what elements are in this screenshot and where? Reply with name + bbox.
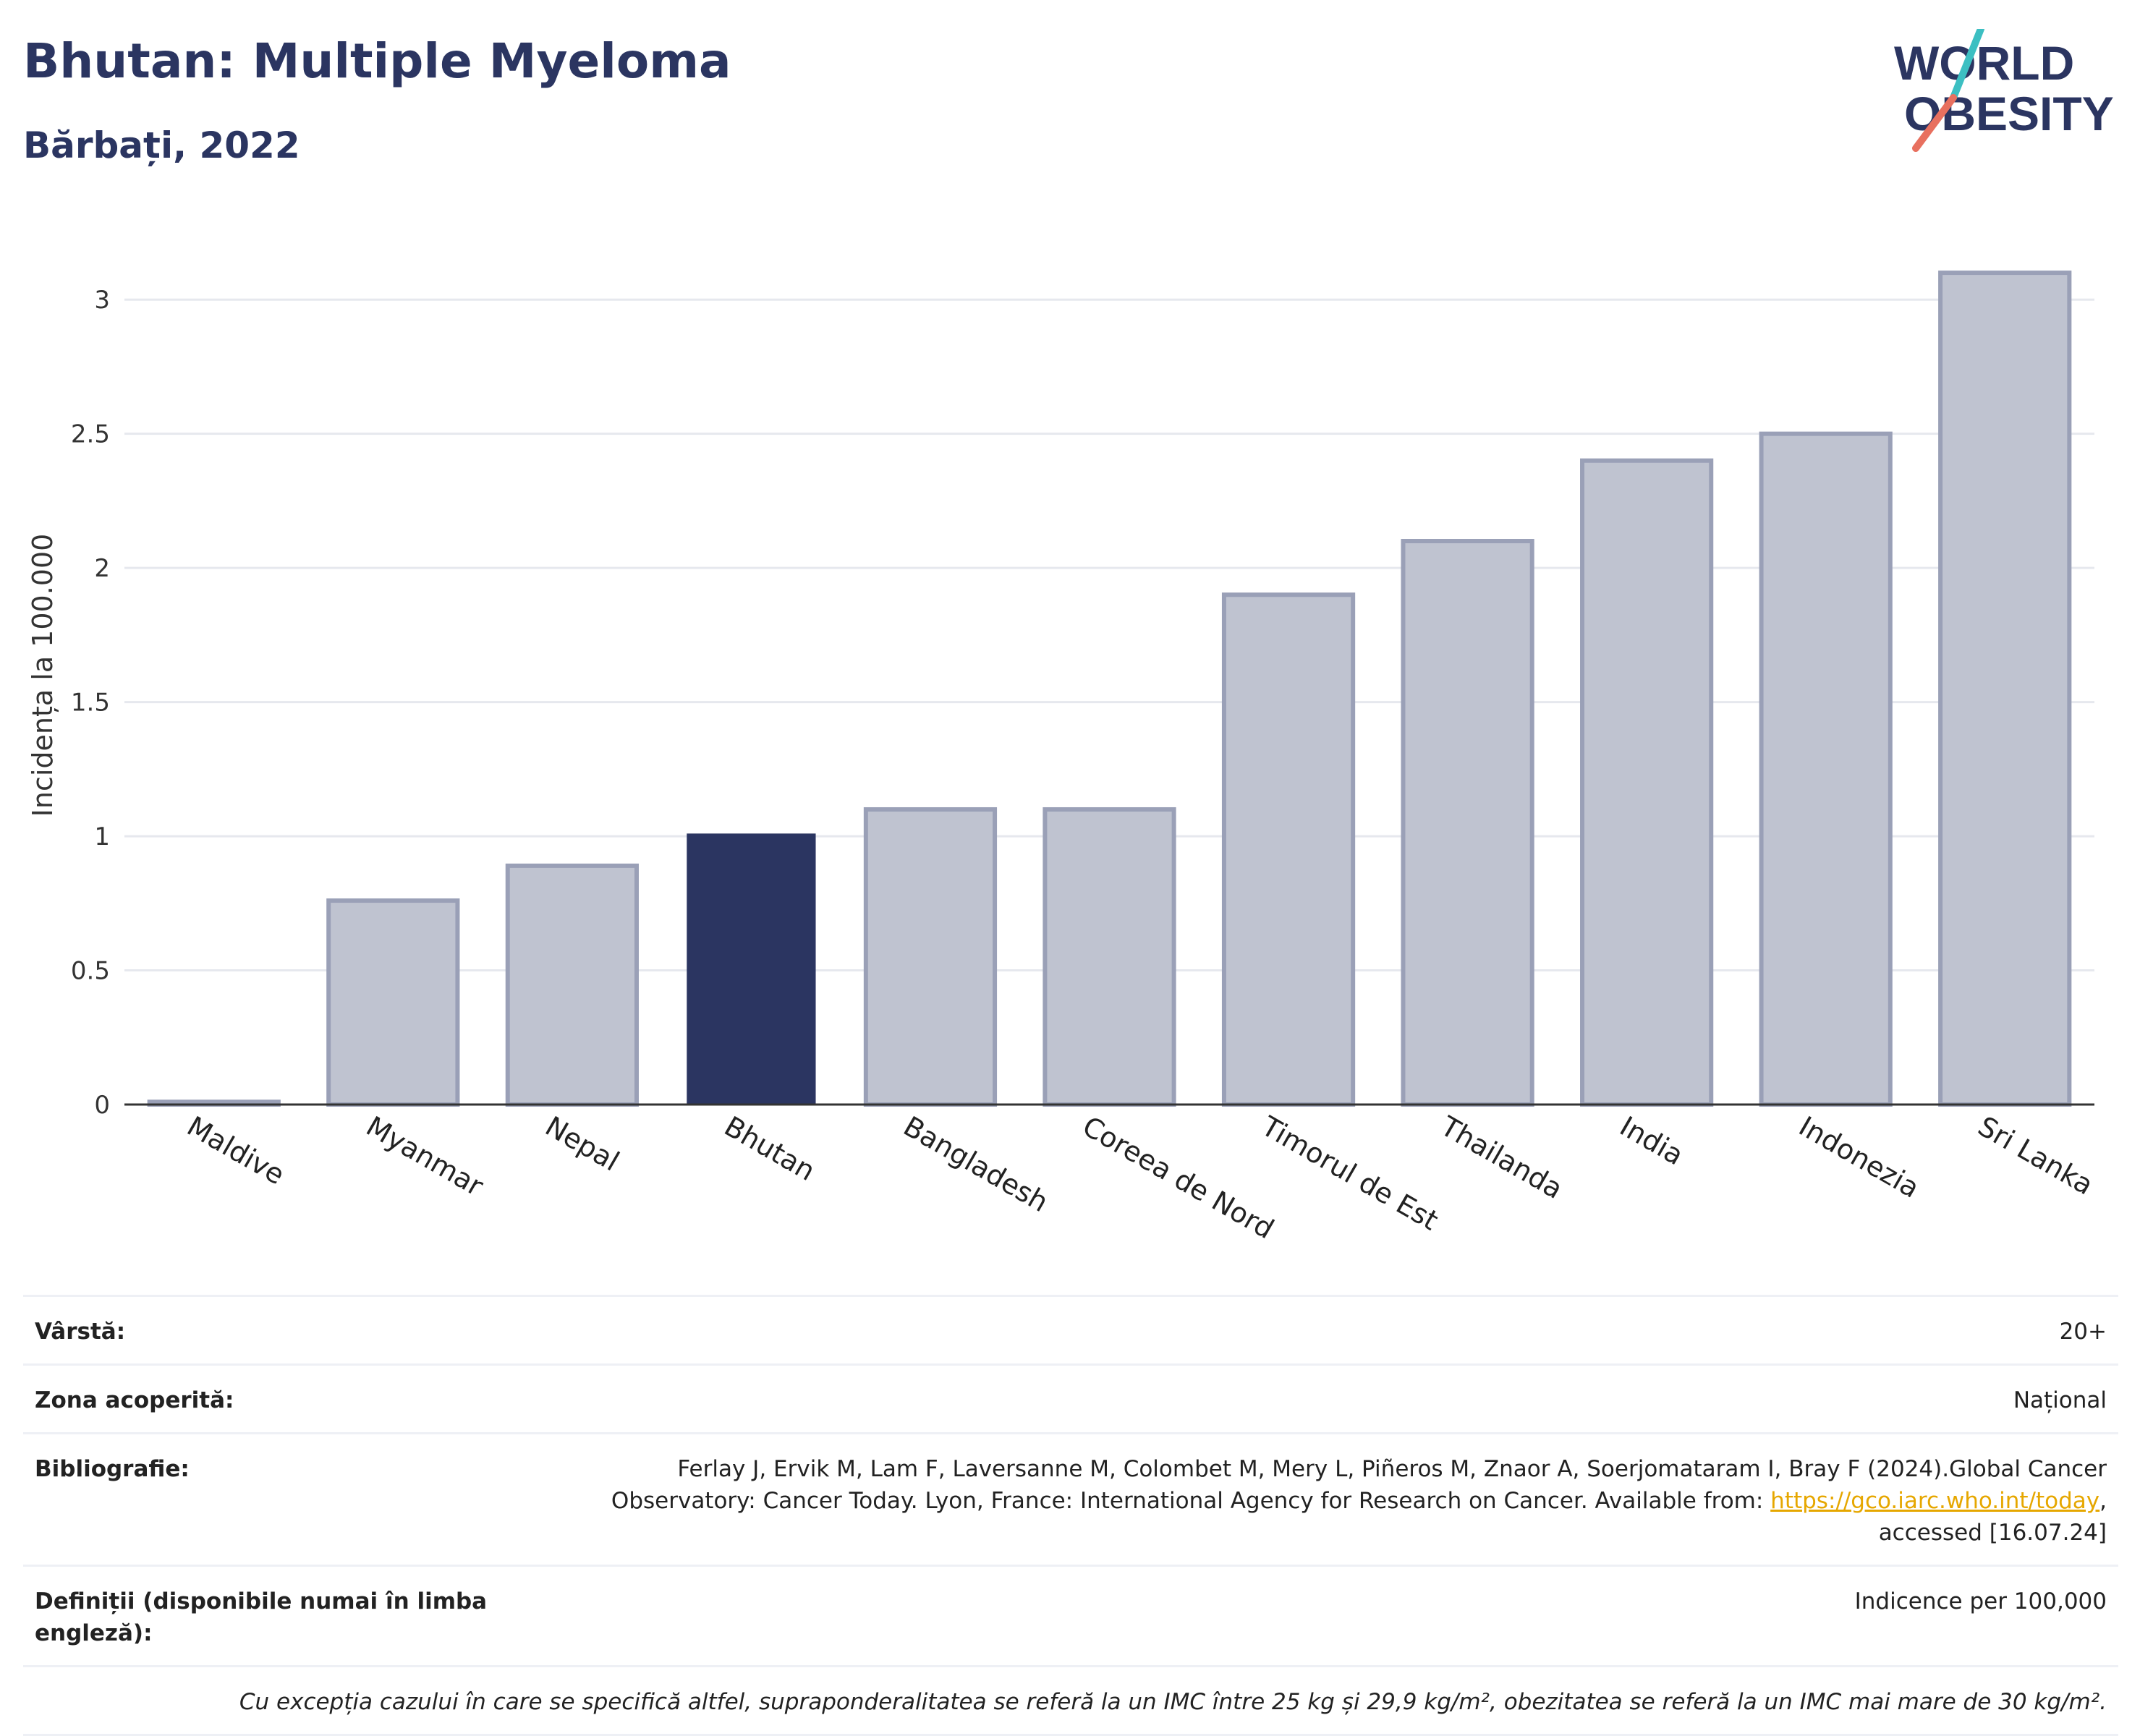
y-tick-label: 2.5 (71, 420, 110, 449)
y-tick-label: 3 (94, 286, 110, 315)
chart-title: Bhutan: Multiple Myeloma (23, 33, 731, 89)
logo-slash-coral (1912, 94, 1957, 152)
y-tick-label: 0 (94, 1091, 110, 1120)
info-value-bibliography: Ferlay J, Ervik M, Lam F, Laversanne M, … (587, 1453, 2107, 1549)
info-row-age: Vârstă: 20+ (23, 1295, 2118, 1363)
bar-chart: 0 0.5 1 1.5 2 2.5 3 Incidența la 100.000 Maldive… (27, 271, 2099, 1246)
y-tick-label: 2 (94, 554, 110, 583)
bar-nepal (505, 863, 639, 1107)
x-tick-label: India (1615, 1110, 1689, 1172)
x-tick-label: Maldive (182, 1110, 289, 1191)
bar-timorul-de-est (1221, 592, 1356, 1107)
info-row-coverage: Zona acoperită: Național (23, 1363, 2118, 1432)
info-value-coverage: Național (2013, 1387, 2107, 1413)
logo-slash-teal (1950, 29, 1984, 101)
bar-thailanda (1401, 539, 1534, 1107)
x-tick-label: Bhutan (719, 1110, 820, 1187)
bar-indonezia (1759, 431, 1893, 1107)
x-tick-label: Nepal (540, 1110, 624, 1178)
logo-line-world: WORLD (1894, 36, 2074, 90)
info-key-age: Vârstă: (35, 1319, 126, 1345)
x-tick-label: Sri Lanka (1973, 1110, 2099, 1201)
bar-bangladesh (863, 807, 998, 1107)
chart-subtitle: Bărbați, 2022 (23, 124, 300, 166)
y-axis-title: Incidența la 100.000 (27, 534, 59, 817)
info-row-definitions: Definiții (disponibile numai în limba en… (23, 1565, 2118, 1665)
info-table: Vârstă: 20+ Zona acoperită: Național Bib… (23, 1295, 2118, 1736)
bar-sri-lanka (1938, 271, 2072, 1107)
bibliography-text: Ferlay J, Ervik M, Lam F, Laversanne M, … (611, 1456, 2107, 1514)
bibliography-link[interactable]: https://gco.iarc.who.int/today (1770, 1488, 2100, 1514)
bar-myanmar (326, 898, 460, 1107)
info-key-coverage: Zona acoperită: (35, 1387, 234, 1413)
info-key-bibliography: Bibliografie: (35, 1456, 190, 1482)
y-tick-label: 0.5 (71, 957, 110, 986)
x-tick-label: Thailanda (1435, 1110, 1568, 1205)
info-key-definitions: Definiții (disponibile numai în limba en… (35, 1588, 488, 1646)
bibliography-accessed: , accessed [16.07.24] (1878, 1488, 2107, 1546)
x-tick-label: Coreea de Nord (1077, 1110, 1279, 1246)
x-tick-label: Myanmar (361, 1110, 489, 1203)
world-obesity-logo: WORLD OBESITY (1894, 29, 2114, 152)
y-tick-label: 1.5 (71, 689, 110, 718)
info-row-bibliography: Bibliografie: Ferlay J, Ervik M, Lam F, … (23, 1432, 2118, 1565)
bar-india (1580, 458, 1714, 1107)
info-value-definitions: Indicence per 100,000 (1854, 1588, 2107, 1614)
y-tick-label: 1 (94, 822, 110, 851)
info-value-age: 20+ (2059, 1319, 2107, 1345)
x-tick-label: Indonezia (1793, 1110, 1924, 1204)
x-tick-label: Timorul de Est (1256, 1110, 1444, 1236)
bar-coreea-de-nord (1043, 807, 1176, 1107)
bar-bhutan (687, 833, 816, 1105)
footnote: Cu excepția cazului în care se specifică… (23, 1665, 2118, 1736)
x-tick-label: Bangladesh (898, 1110, 1053, 1219)
